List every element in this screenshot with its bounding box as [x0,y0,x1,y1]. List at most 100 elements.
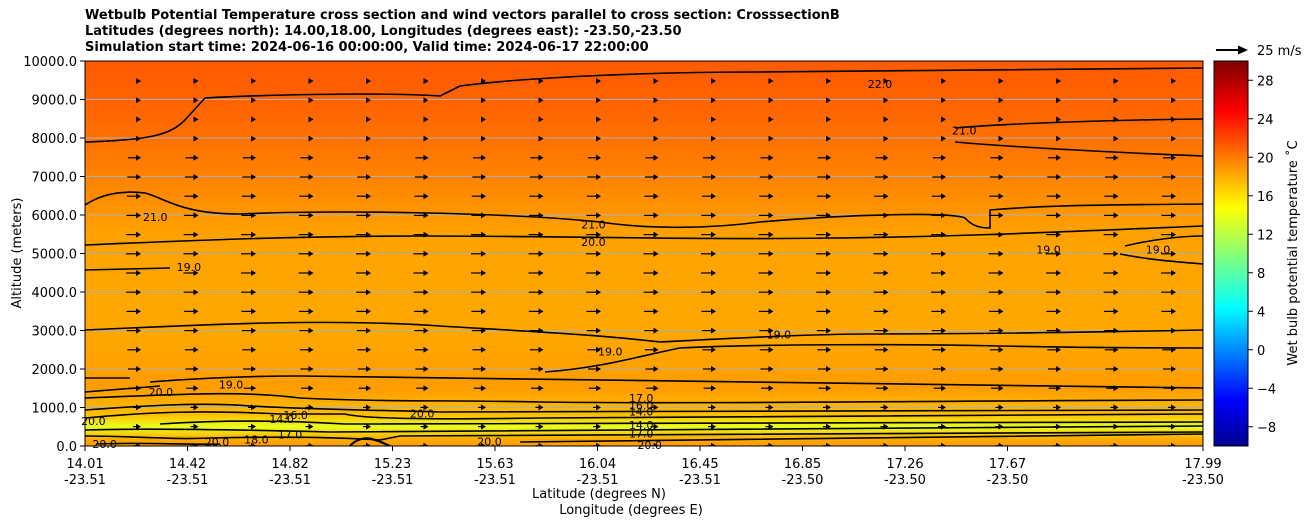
wind-vector [586,231,601,238]
x-axis-label-lon: Longitude (degrees E) [559,503,703,518]
wind-vector [299,346,314,353]
wind-vector [248,404,256,411]
wind-vector [758,212,774,219]
y-tick-label: 1000.0 [32,402,78,417]
wind-vector [136,135,141,142]
wind-vector [193,116,199,123]
wind-vector [826,116,831,123]
wind-vector [1162,154,1176,161]
wind-vector [413,308,429,315]
contour-label: 17.0 [629,392,654,405]
wind-vector [1103,250,1119,257]
x-tick-label-lon: -23.51 [679,473,721,488]
wind-vector [644,346,659,353]
wind-vector [650,404,659,411]
wind-vector [1168,423,1176,430]
contour-label: 19.0 [1036,244,1061,257]
x-tick-label-lon: -23.50 [987,473,1029,488]
wind-vector [298,289,314,296]
wind-vector [529,346,544,353]
wind-vector [1161,250,1176,257]
contour-label: 20.0 [92,438,117,451]
wind-vector [308,78,314,84]
quiver-key: 25 m/s [1216,44,1302,59]
wind-vector [643,308,659,315]
wind-vector [1056,78,1061,84]
wind-vector [241,270,256,276]
wind-vector [1046,289,1061,296]
wind-vector [998,135,1004,142]
wind-vector [471,308,486,315]
wind-vector [941,135,946,142]
wind-vector [988,289,1004,296]
wind-vector [596,97,601,104]
wind-vector [136,97,141,104]
wind-vector [988,250,1004,257]
x-tick-label-lat: 14.42 [169,457,206,472]
wind-vector [653,97,659,104]
wind-vector [816,231,831,238]
wind-vector [472,366,486,372]
wind-vector [643,212,659,219]
wind-vector [530,366,544,372]
wind-vector [1103,231,1119,238]
wind-vector [1046,308,1061,315]
wind-vector [136,116,141,123]
wind-vector [931,270,946,276]
contour-label: 22.0 [868,78,893,91]
wind-vector [529,327,544,334]
x-tick-label-lat: 16.85 [784,457,821,472]
wind-vector [816,270,831,276]
wind-vector [190,404,199,411]
wind-vector [1047,366,1061,372]
wind-vector [363,423,371,430]
wind-vector [817,346,831,353]
wind-vector [596,78,601,84]
wind-vector [356,212,371,219]
wind-vector [241,231,256,238]
x-tick-label-lat: 14.01 [66,457,103,472]
wind-vector [242,346,256,353]
wind-vector [823,423,831,430]
wind-vector [701,327,716,334]
x-tick-label-lon: -23.50 [782,473,824,488]
wind-vector [644,174,659,180]
wind-vector [1171,78,1176,84]
wind-vector [356,250,371,257]
wind-vector [183,231,199,238]
wind-vector [826,135,831,142]
wind-vector [988,270,1004,276]
wind-vector [126,231,141,238]
contour-low-4 [85,425,1203,433]
wind-vector [1161,212,1176,219]
wind-vector [761,385,774,392]
wind-vector [415,154,429,161]
wind-vector [1113,116,1119,123]
wind-vector [650,423,659,430]
x-tick-label-lat: 14.82 [271,457,308,472]
wind-vector [420,423,429,430]
wind-vector [1046,250,1061,257]
wind-vector [875,366,889,372]
wind-vector [768,78,774,84]
wind-vector [768,116,774,123]
wind-vector [413,231,429,238]
wind-vector [760,154,774,161]
wind-vector [653,116,659,123]
wind-vector [357,174,371,180]
wind-vector [586,270,601,276]
wind-vector [596,135,601,142]
contour-label: 19.0 [177,261,202,274]
wind-vector [703,385,716,392]
wind-vector [931,212,946,219]
wind-vector [126,270,141,276]
colorbar-label: Wet bulb potential temperature ˚C [1285,140,1301,365]
x-tick-label-lon: -23.51 [474,473,516,488]
wind-vector [1105,154,1119,161]
wind-vector [356,193,371,200]
wind-vector [1056,116,1061,123]
y-tick-label: 5000.0 [32,248,78,263]
wind-vector [415,366,429,372]
contour-label: 20.0 [477,435,502,448]
y-tick-label: 3000.0 [32,325,78,340]
